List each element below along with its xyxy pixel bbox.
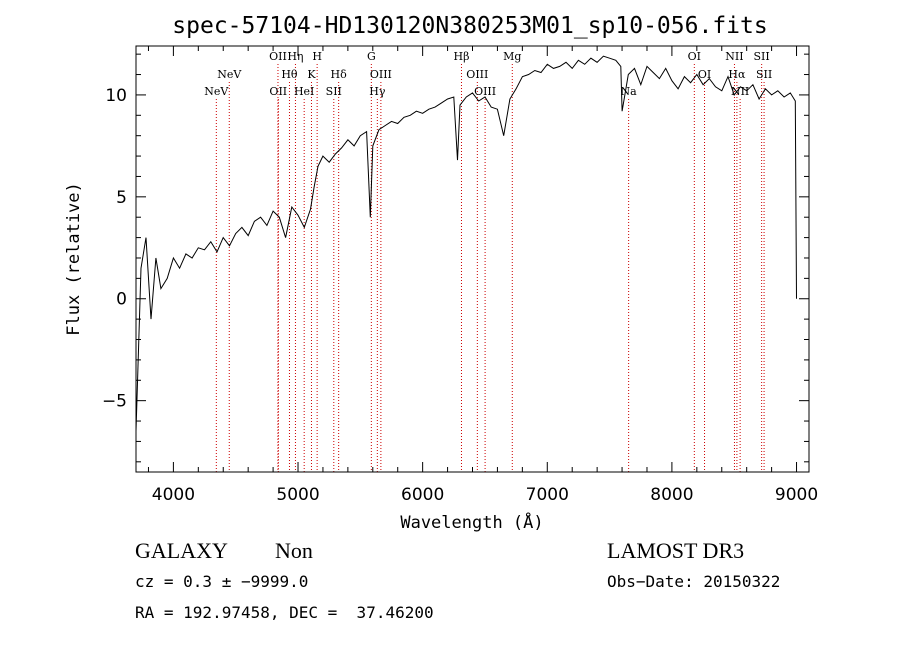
marker-label-3: Hη <box>287 50 303 63</box>
chart-title: spec-57104-HD130120N380253M01_sp10-056.f… <box>172 13 767 39</box>
redshift-text: cz = 0.3 ± −9999.0 <box>135 572 309 591</box>
y-tick-label: 5 <box>116 188 127 208</box>
marker-label-16: OIII <box>474 85 496 98</box>
x-tick-label: 5000 <box>276 485 319 505</box>
marker-label-24: SII <box>754 50 770 63</box>
y-tick-label: 10 <box>105 86 127 106</box>
coordinates-text: RA = 192.97458, DEC = 37.46200 <box>135 603 434 622</box>
object-class: GALAXY <box>135 538 228 563</box>
marker-label-23: NII <box>731 85 749 98</box>
marker-label-8: HeI <box>294 85 314 98</box>
marker-label-9: Hδ <box>331 68 348 81</box>
marker-label-15: OIII <box>466 68 488 81</box>
marker-label-13: Hγ <box>369 85 386 98</box>
x-axis-label: Wavelength (Å) <box>400 511 543 533</box>
marker-label-25: SII <box>756 68 772 81</box>
y-tick-label: 0 <box>116 290 127 310</box>
marker-label-10: SII <box>326 85 342 98</box>
survey-name: LAMOST DR3 <box>607 538 745 563</box>
marker-label-11: G <box>367 50 376 63</box>
marker-label-5: Hθ <box>281 68 298 81</box>
plot-frame <box>135 45 810 473</box>
x-axis: 4000 5000 6000 7000 8000 9000 <box>147 46 818 505</box>
marker-label-1: NeV <box>204 85 229 98</box>
marker-label-22: Hα <box>728 68 746 81</box>
marker-label-6: K <box>307 68 316 81</box>
y-axis: −5 0 5 10 <box>102 53 809 463</box>
x-tick-label: 9000 <box>775 485 818 505</box>
x-tick-label: 8000 <box>650 485 693 505</box>
plot-area <box>135 55 797 432</box>
x-tick-label: 4000 <box>152 485 195 505</box>
series-line-flux <box>135 55 797 432</box>
x-tick-label: 6000 <box>401 485 444 505</box>
marker-label-18: Na <box>621 85 638 98</box>
y-axis-label: Flux (relative) <box>64 182 84 336</box>
marker-label-20: OI <box>698 68 711 81</box>
marker-label-7: OII <box>269 85 287 98</box>
marker-label-17: Mg <box>503 50 521 63</box>
marker-label-19: OI <box>688 50 701 63</box>
marker-label-12: OIII <box>370 68 392 81</box>
marker-label-2: OII <box>269 50 287 63</box>
marker-label-14: Hβ <box>453 50 469 63</box>
marker-label-0: NeV <box>217 68 242 81</box>
marker-label-21: NII <box>725 50 743 63</box>
x-tick-label: 7000 <box>526 485 569 505</box>
obs-date-text: Obs−Date: 20150322 <box>607 572 781 591</box>
object-subclass: Non <box>275 538 313 563</box>
y-tick-label: −5 <box>102 392 127 412</box>
marker-label-4: H <box>312 50 322 63</box>
